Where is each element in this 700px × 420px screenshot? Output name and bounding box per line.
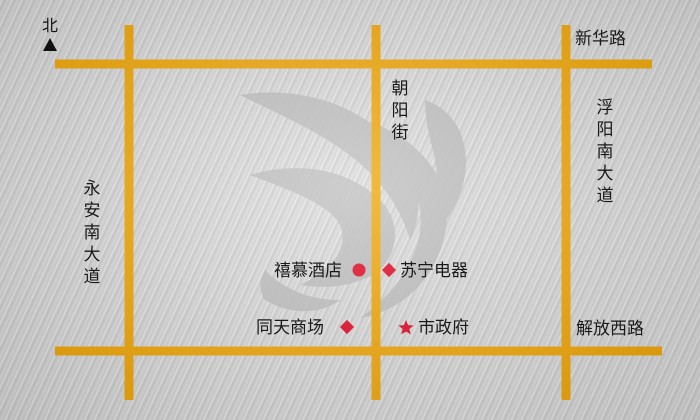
roads [55,25,662,400]
hotel-marker [352,263,366,277]
road-label-fuyang-south: 浮阳南大道 [596,98,614,206]
tongtian-marker [339,319,355,335]
place-label-suning: 苏宁电器 [400,261,468,281]
north-arrow-icon [43,38,57,51]
suning-marker [381,262,397,278]
north-arrow: 北 [38,12,62,51]
road-label-xinhua: 新华路 [575,29,626,49]
place-label-tongtian: 同天商场 [256,318,324,338]
logo-watermark [240,92,466,318]
place-label-hotel: 禧慕酒店 [274,261,342,281]
road-label-yongan-south: 永安南大道 [83,179,101,287]
city-hall-star-icon [398,320,414,335]
road-label-jiefang-west: 解放西路 [576,319,644,339]
road-label-chaoyang: 朝阳街 [391,79,409,143]
place-label-city-hall: 市政府 [418,318,469,338]
north-label: 北 [41,16,58,35]
